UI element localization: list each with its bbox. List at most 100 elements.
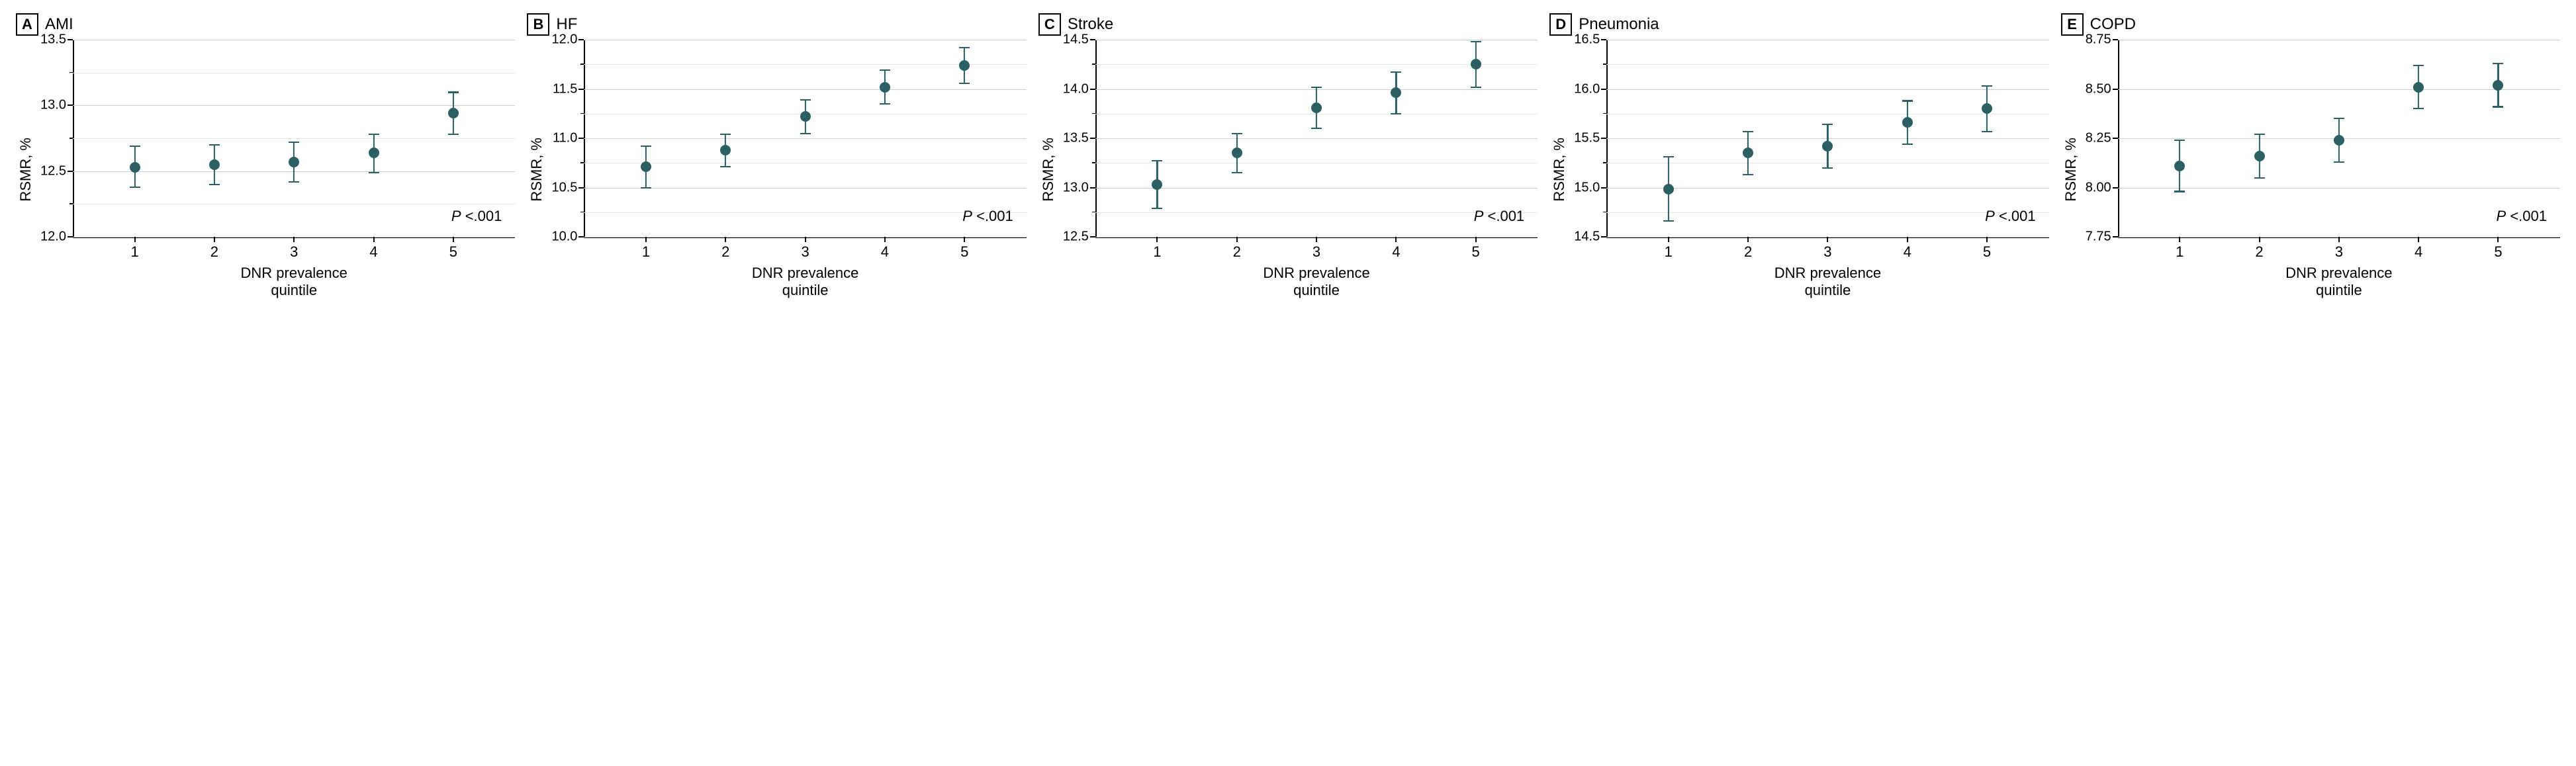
- error-cap-top: [2413, 65, 2424, 66]
- y-tick-label: 12.5: [40, 163, 73, 179]
- y-tick-minor: [580, 113, 584, 114]
- x-tick-label: 5: [1472, 237, 1480, 261]
- x-tick-label: 4: [2415, 237, 2422, 261]
- y-tick-label: 14.0: [1063, 81, 1095, 97]
- error-cap-top: [641, 146, 651, 147]
- point-marker: [1471, 59, 1481, 69]
- point-marker: [448, 108, 459, 118]
- plot-area: 7.758.008.258.508.7512345P <.001: [2118, 40, 2560, 238]
- x-tick-label: 3: [1312, 237, 1320, 261]
- error-cap-bottom: [2174, 191, 2185, 192]
- y-tick-minor: [1603, 64, 1606, 65]
- x-tick-label: 1: [1665, 237, 1673, 261]
- panel-title: HF: [556, 15, 577, 34]
- gridline-minor: [1095, 212, 1538, 213]
- error-cap-bottom: [2493, 106, 2503, 107]
- y-tick-label: 13.0: [40, 98, 73, 113]
- point-marker: [641, 161, 651, 172]
- y-tick-minor: [580, 64, 584, 65]
- error-cap-top: [209, 144, 220, 146]
- x-tick-label: 2: [2255, 237, 2263, 261]
- panel-letter: B: [527, 13, 549, 36]
- y-tick-minor: [580, 212, 584, 213]
- x-tick-label: 1: [2176, 237, 2184, 261]
- point-marker: [1311, 103, 1322, 113]
- point-marker: [1743, 148, 1753, 158]
- y-tick-label: 10.5: [551, 180, 584, 195]
- x-tick-label: 5: [1983, 237, 1991, 261]
- error-cap-bottom: [130, 187, 140, 188]
- point-marker: [959, 60, 970, 71]
- y-tick-minor: [69, 72, 73, 73]
- plot-column: 12.513.013.514.014.512345P <.001 DNR prev…: [1058, 40, 1538, 300]
- x-axis-title: DNR prevalencequintile: [1095, 265, 1538, 300]
- error-cap-bottom: [289, 181, 299, 183]
- y-axis-title: RSMR, %: [1038, 138, 1058, 202]
- error-cap-bottom: [1311, 128, 1322, 129]
- x-tick-label: 3: [2335, 237, 2343, 261]
- error-cap-bottom: [1391, 113, 1401, 114]
- y-tick-minor: [69, 203, 73, 204]
- error-cap-top: [2334, 118, 2344, 119]
- error-cap-top: [800, 99, 811, 101]
- x-tick-label: 4: [881, 237, 889, 261]
- y-tick-label: 8.00: [2086, 180, 2118, 195]
- y-tick-label: 11.5: [553, 81, 584, 97]
- plot-area: 14.515.015.516.016.512345P <.001: [1606, 40, 2048, 238]
- x-tick-label: 4: [1392, 237, 1400, 261]
- panel-header: CStroke: [1038, 13, 1538, 36]
- error-cap-top: [1311, 87, 1322, 88]
- y-tick-minor: [1092, 64, 1095, 65]
- panel-title: AMI: [45, 15, 73, 34]
- y-tick-label: 13.5: [40, 32, 73, 48]
- y-tick-label: 10.0: [551, 230, 584, 245]
- plot-column: 10.010.511.011.512.012345P <.001DNR prev…: [547, 40, 1026, 300]
- point-marker: [1663, 184, 1674, 194]
- chart-wrap: RSMR, %12.012.513.013.512345P <.001DNR p…: [16, 40, 515, 300]
- gridline: [1095, 138, 1538, 139]
- error-cap-bottom: [1982, 131, 1992, 132]
- x-tick-label: 3: [290, 237, 298, 261]
- y-tick-label: 7.75: [2086, 230, 2118, 245]
- error-cap-bottom: [641, 187, 651, 189]
- point-marker: [1982, 103, 1992, 114]
- y-tick-label: 16.0: [1574, 81, 1606, 97]
- x-tick-label: 4: [369, 237, 377, 261]
- p-value-label: P <.001: [451, 208, 502, 225]
- error-cap-top: [1982, 85, 1992, 87]
- error-cap-top: [1471, 41, 1481, 42]
- plot-area: 12.513.013.514.014.512345P <.001: [1095, 40, 1538, 238]
- y-axis-title: RSMR, %: [527, 138, 547, 202]
- y-tick-label: 8.75: [2086, 32, 2118, 48]
- panel-header: DPneumonia: [1549, 13, 2048, 36]
- plot-column: 7.758.008.258.508.7512345P <.001DNR prev…: [2081, 40, 2560, 300]
- point-marker: [720, 145, 731, 155]
- point-marker: [800, 111, 811, 122]
- error-cap-top: [1663, 156, 1674, 157]
- panel-letter: A: [16, 13, 38, 36]
- y-tick-label: 13.5: [1063, 131, 1095, 146]
- point-marker: [2493, 80, 2503, 91]
- x-tick-label: 5: [2494, 237, 2502, 261]
- error-cap-top: [1743, 131, 1753, 132]
- point-marker: [880, 82, 890, 93]
- gridline-minor: [1606, 212, 2048, 213]
- error-cap-bottom: [1902, 144, 1913, 145]
- p-value-label: P <.001: [962, 208, 1013, 225]
- error-cap-top: [130, 146, 140, 147]
- gridline: [584, 138, 1026, 139]
- y-axis-title: RSMR, %: [16, 138, 36, 202]
- y-tick-label: 12.0: [551, 32, 584, 48]
- error-cap-bottom: [2413, 108, 2424, 109]
- point-marker: [2334, 135, 2344, 146]
- y-tick-label: 12.0: [40, 230, 73, 245]
- y-tick-label: 14.5: [1063, 32, 1095, 48]
- panel-header: ECOPD: [2061, 13, 2560, 36]
- gridline-minor: [73, 138, 515, 139]
- point-marker: [130, 162, 140, 173]
- chart-wrap: RSMR, % 12.513.013.514.014.512345P <.001 D…: [1038, 40, 1538, 300]
- error-cap-bottom: [1152, 208, 1162, 209]
- y-tick-label: 15.5: [1574, 131, 1606, 146]
- error-cap-top: [2254, 134, 2265, 135]
- y-tick-label: 11.0: [553, 131, 584, 146]
